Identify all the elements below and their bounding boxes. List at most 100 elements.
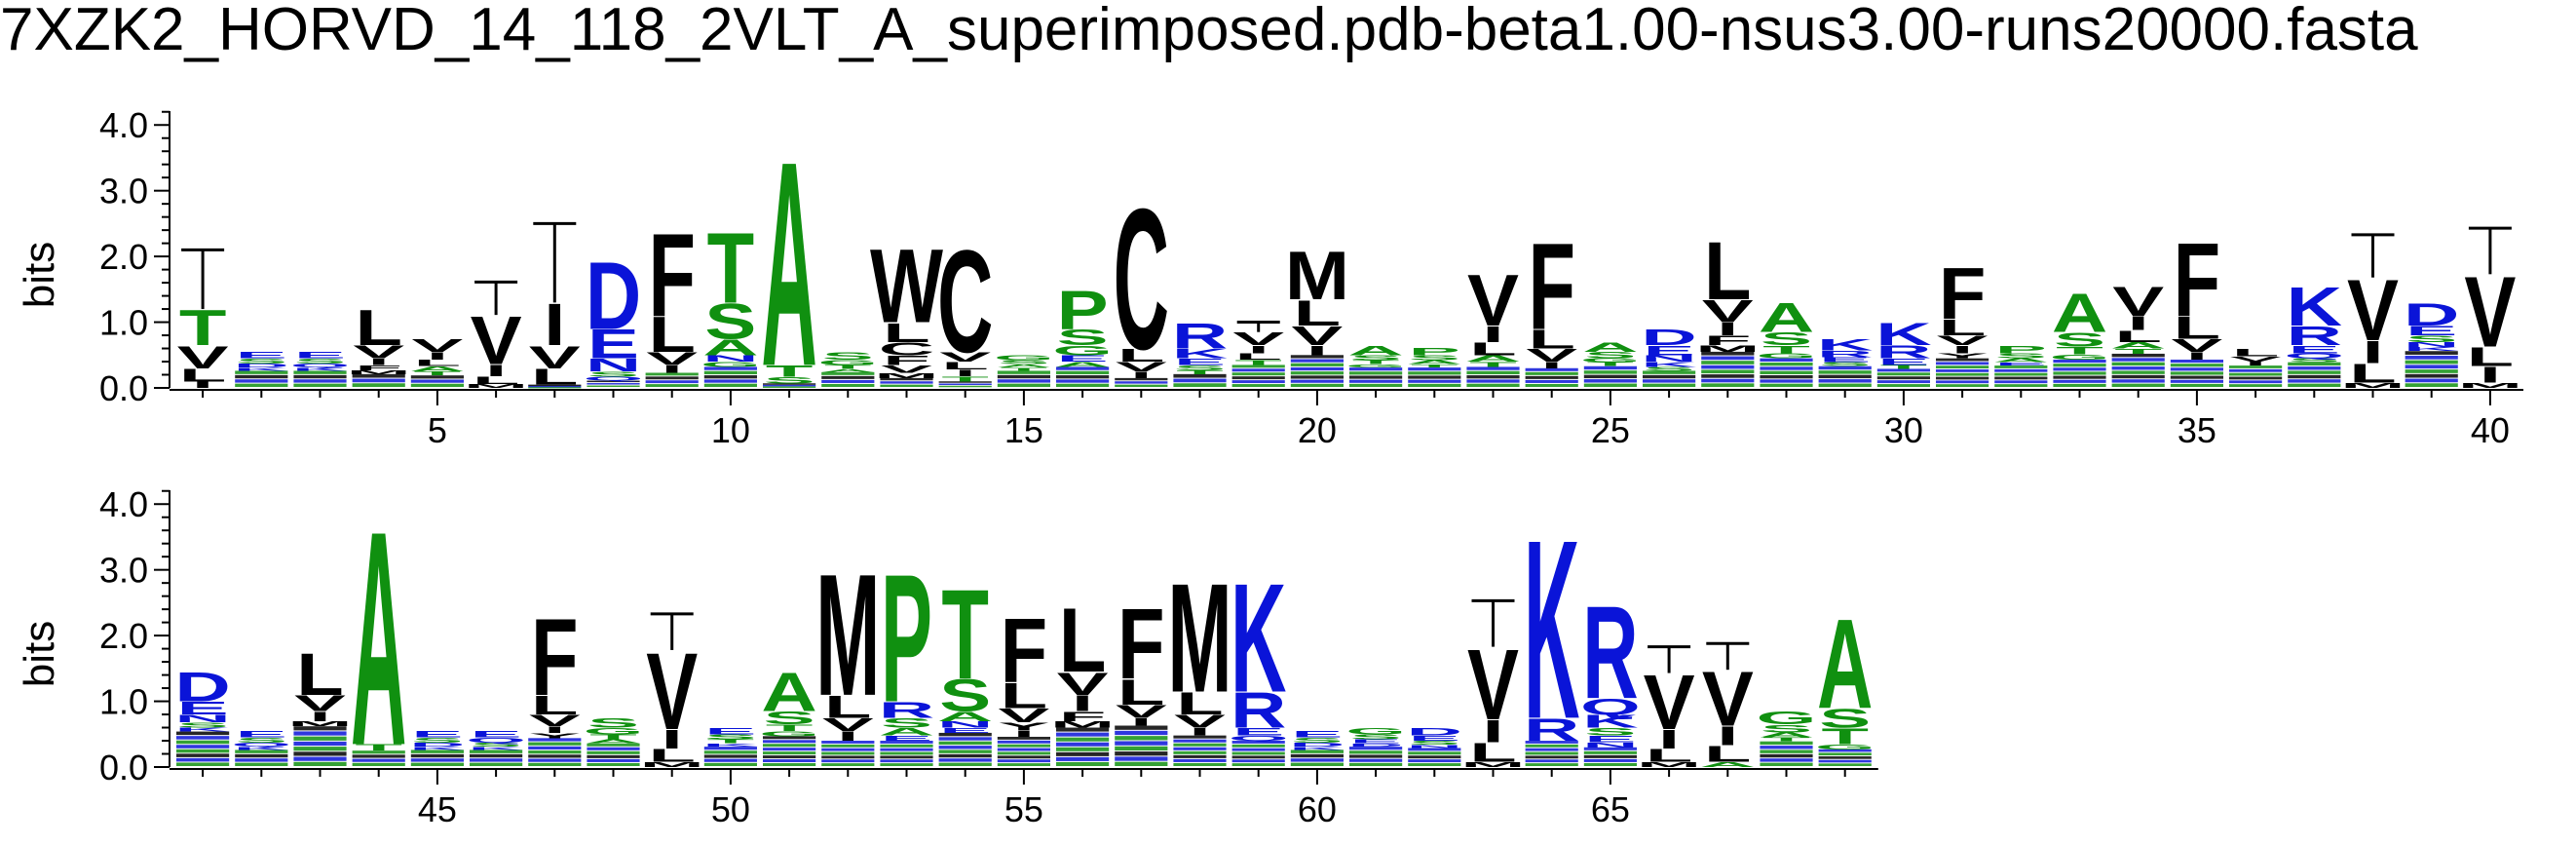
residue-letter: E xyxy=(1644,343,1695,359)
residue-stripe xyxy=(1936,358,1989,362)
residue-letter: E xyxy=(1877,357,1929,366)
residue-letter: I xyxy=(1130,716,1152,728)
residue-letter: I xyxy=(1482,713,1503,749)
residue-letter: V xyxy=(1232,329,1285,350)
residue-stripe xyxy=(1173,747,1227,750)
residue-stripe xyxy=(1583,383,1637,387)
x-tick-label: 15 xyxy=(1004,410,1043,450)
residue-stripe xyxy=(763,755,816,759)
residue-letter: L xyxy=(1528,324,1575,355)
residue-letter: S xyxy=(294,357,346,365)
residue-letter: I xyxy=(2128,312,2149,334)
residue-stripe xyxy=(938,383,992,386)
residue-letter: S xyxy=(1995,352,2047,360)
residue-letter: K xyxy=(1817,336,1873,355)
residue-stripe xyxy=(1936,372,1989,376)
residue-stripe xyxy=(1760,366,1813,370)
residue-letter: A xyxy=(1700,760,1756,768)
residue-stripe xyxy=(880,381,933,384)
x-tick-label: 50 xyxy=(711,789,750,829)
residue-letter: A xyxy=(1465,354,1521,364)
residue-letter: T xyxy=(941,562,989,705)
residue-letter: G xyxy=(1757,352,1817,360)
residue-stripe xyxy=(1818,365,1872,370)
residue-stripe xyxy=(1056,747,1110,751)
residue-stripe xyxy=(1701,374,1755,378)
residue-stripe xyxy=(1231,380,1285,384)
residue-letter: A xyxy=(1054,361,1110,368)
residue-letter: G xyxy=(701,361,761,368)
residue-letter: F xyxy=(2174,221,2221,339)
residue-letter: T xyxy=(707,739,755,745)
residue-letter: L xyxy=(1059,590,1107,692)
residue-stripe xyxy=(997,748,1050,751)
residue-stripe xyxy=(1173,383,1227,387)
residue-stripe xyxy=(2229,372,2283,376)
residue-stripe xyxy=(1290,371,1344,375)
residue-stripe xyxy=(997,370,1050,374)
residue-stripe xyxy=(1408,748,1461,751)
residue-stripe xyxy=(2053,371,2106,375)
residue-stripe xyxy=(997,379,1050,383)
residue-stripe xyxy=(1818,379,1872,383)
residue-stripe xyxy=(1818,752,1872,756)
residue-letter: V xyxy=(646,630,698,752)
residue-stripe xyxy=(293,751,347,756)
logo-column-7: LVI xyxy=(528,221,581,390)
residue-stripe xyxy=(997,374,1050,379)
residue-letter: S xyxy=(881,715,932,731)
residue-letter: K xyxy=(1875,316,1932,352)
residue-letter: F xyxy=(1704,333,1752,349)
residue-letter: K xyxy=(1231,551,1286,724)
residue-stripe xyxy=(703,375,757,379)
residue-letter: G xyxy=(584,726,644,736)
residue-stripe xyxy=(1936,380,1989,384)
residue-stripe xyxy=(470,758,523,762)
residue-stripe xyxy=(352,373,405,378)
residue-letter: V xyxy=(1644,659,1695,746)
residue-letter: E xyxy=(587,322,639,367)
residue-letter: T xyxy=(2114,347,2162,355)
residue-stripe xyxy=(880,755,933,759)
residue-stripe xyxy=(293,736,347,741)
residue-letter: T xyxy=(766,363,814,381)
residue-stripe xyxy=(821,744,875,748)
residue-stripe xyxy=(293,383,347,387)
residue-letter: L xyxy=(1176,685,1224,721)
residue-letter: T xyxy=(589,733,637,741)
residue-letter: M xyxy=(287,719,352,727)
residue-letter: F xyxy=(531,595,579,718)
residue-letter: D xyxy=(2404,296,2459,332)
residue-stripe xyxy=(2111,379,2165,383)
residue-letter: E xyxy=(1995,362,2047,366)
residue-stripe xyxy=(1408,751,1461,755)
residue-stripe xyxy=(2170,364,2223,367)
residue-stripe xyxy=(293,374,347,379)
residue-letter: A xyxy=(761,102,816,428)
residue-stripe xyxy=(1876,376,1930,380)
residue-stripe xyxy=(938,746,992,749)
residue-stripe xyxy=(938,385,992,388)
residue-letter: D xyxy=(234,363,289,368)
residue-letter: Q xyxy=(1229,734,1289,742)
residue-stripe xyxy=(1231,376,1285,380)
residue-letter: L xyxy=(1469,339,1517,360)
residue-stripe xyxy=(2111,370,2165,374)
residue-stripe xyxy=(1760,374,1813,379)
x-tick-label: 30 xyxy=(1884,410,1923,450)
residue-stripe xyxy=(176,753,230,757)
residue-stripe xyxy=(1818,756,1872,759)
residue-stripe xyxy=(293,370,347,374)
residue-stripe xyxy=(938,381,992,383)
residue-letter: I xyxy=(1307,343,1328,359)
residue-letter: V xyxy=(177,339,230,375)
residue-stripe xyxy=(1056,737,1110,742)
residue-stripe xyxy=(1173,743,1227,747)
residue-stripe xyxy=(2170,371,2223,375)
residue-letter: A xyxy=(879,726,934,738)
